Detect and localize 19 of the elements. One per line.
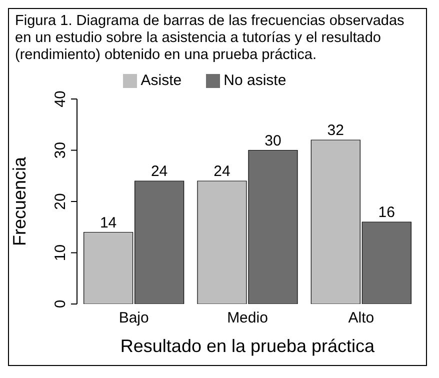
x-axis-title: Resultado en la prueba práctica [120,336,376,356]
y-tick-label: 40 [52,90,69,108]
data-label: 24 [150,163,168,180]
data-label: 32 [327,122,344,139]
x-tick-label: Bajo [118,310,149,327]
x-tick-label: Medio [227,310,268,327]
data-label: 24 [214,163,230,180]
y-tick-label: 0 [52,300,69,308]
x-tick-label: Alto [348,310,374,327]
data-label: 30 [264,132,282,150]
data-label: 14 [100,214,117,232]
legend-label: Asiste [140,72,182,89]
legend-label: No asiste [224,72,286,89]
data-label: 16 [378,204,395,221]
y-tick-label: 10 [52,244,69,262]
chart-title: Figura 1. Diagrama de barras de las frecuencias observadas en un estudio sobre la asistencia a tutorías y el resultado (rendimiento) obtenido en una prueba práctica. [14,12,406,64]
y-tick-label: 20 [52,193,69,210]
y-axis-title: Frecuencia [9,156,30,246]
y-tick-label: 30 [52,142,69,159]
